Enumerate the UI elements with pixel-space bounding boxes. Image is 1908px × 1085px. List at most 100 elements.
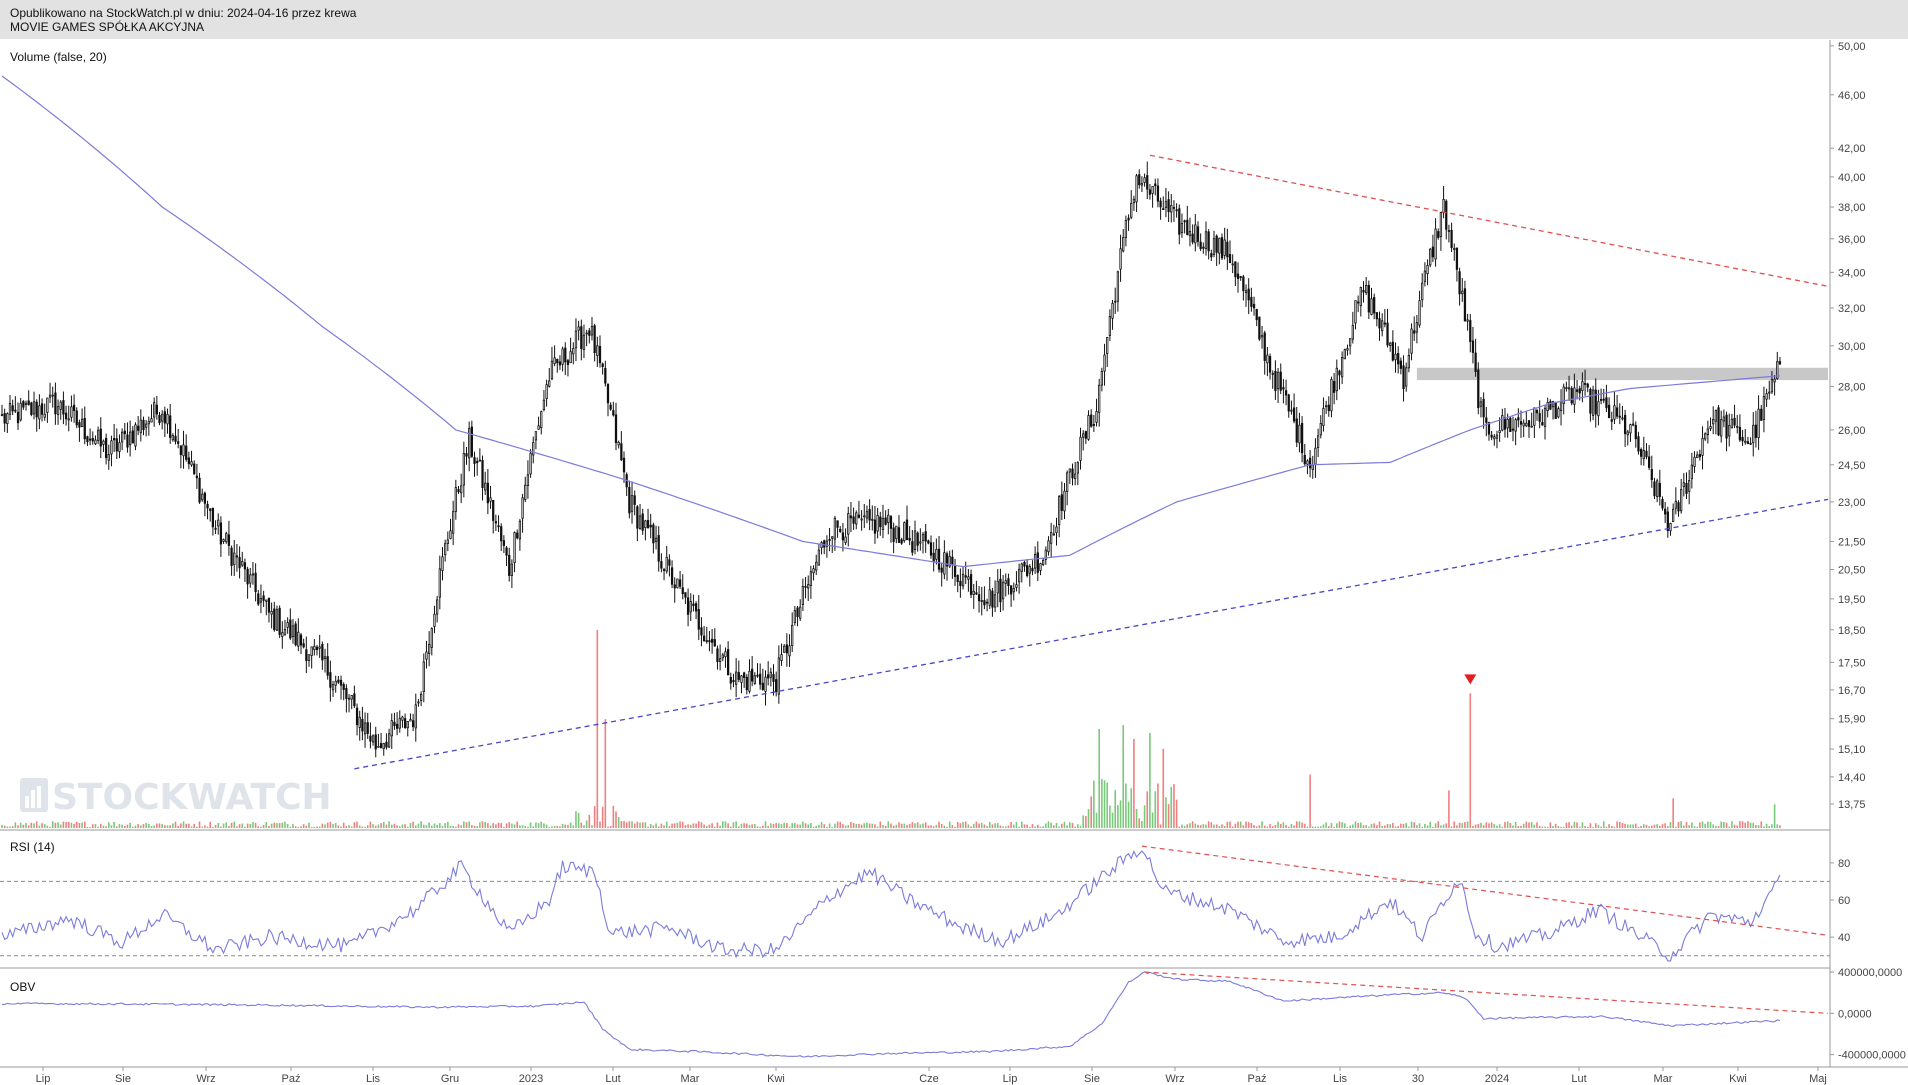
candle [513, 531, 516, 573]
candle-body [769, 671, 772, 678]
volume-bar [914, 823, 916, 828]
candle-body [59, 401, 62, 410]
candle-body [753, 675, 756, 684]
volume-bar [1723, 821, 1725, 828]
candle [14, 396, 17, 414]
volume-bar [1159, 824, 1162, 828]
candle [393, 712, 396, 730]
candle [1477, 362, 1480, 415]
candle [1701, 426, 1704, 470]
candle-body [1199, 241, 1202, 250]
volume-bar [121, 824, 123, 828]
volume-bar [676, 822, 679, 828]
volume-bar [1381, 825, 1383, 828]
candle-body [377, 745, 380, 748]
candle [270, 602, 273, 629]
candle-body [83, 418, 86, 440]
candle [1148, 184, 1152, 200]
candle [40, 398, 44, 422]
volume-bar [1747, 821, 1749, 828]
candle [1036, 541, 1039, 582]
candle-body [1127, 217, 1130, 221]
candle-body [1031, 567, 1034, 572]
volume-bar [380, 823, 382, 828]
candle [470, 420, 473, 458]
candle [937, 535, 941, 573]
candle [1754, 410, 1758, 448]
candle-body [1602, 398, 1605, 401]
candle-body [1565, 387, 1568, 389]
candle-body [1479, 401, 1483, 407]
volume-bar [212, 826, 214, 828]
volume-bar [724, 821, 727, 828]
candle [593, 323, 596, 362]
volume-bar [900, 823, 903, 828]
candle [190, 450, 193, 467]
candle-body [14, 409, 17, 412]
resistance-zone-layer [1416, 367, 1828, 381]
candle-body [112, 438, 116, 441]
candle-body [609, 404, 612, 410]
candle [363, 712, 367, 748]
candle-body [302, 643, 305, 648]
volume-bar [1261, 821, 1263, 828]
candle [628, 480, 631, 519]
candle [342, 682, 345, 701]
time-tick-label: Mar [681, 1073, 700, 1085]
candle-body [905, 519, 909, 541]
volume-bar [1352, 824, 1354, 828]
candle-body [1631, 423, 1635, 426]
candle-body [19, 402, 22, 421]
candle-body [401, 716, 404, 721]
volume-bar [831, 826, 834, 828]
candle-body [1162, 208, 1165, 211]
candle [43, 403, 46, 421]
volume-bar [508, 822, 511, 828]
candle [1693, 451, 1696, 473]
candle [1672, 503, 1675, 522]
volume-bar [705, 825, 708, 828]
candle [1271, 370, 1274, 389]
candle-body [836, 520, 839, 528]
volume-bar [1458, 822, 1461, 828]
volume-bar [1728, 826, 1731, 828]
candle [11, 399, 14, 416]
volume-bar [289, 826, 292, 828]
candle [476, 457, 479, 476]
candle-body [1650, 469, 1653, 481]
candle [905, 505, 909, 541]
candle-body [393, 721, 396, 727]
price-tick-label: 15,10 [1838, 744, 1866, 756]
volume-bar [1023, 824, 1026, 828]
candle [529, 448, 532, 478]
volume-bar [617, 817, 620, 828]
volume-bar [759, 826, 761, 828]
candle-body [1431, 246, 1435, 258]
volume-bar [503, 826, 505, 828]
volume-bar [142, 824, 145, 828]
volume-bar [1405, 823, 1408, 828]
time-tick-label: Gru [441, 1073, 459, 1085]
volume-bar [1397, 826, 1399, 828]
candle-body [395, 723, 399, 729]
time-tick-label: 2024 [1485, 1073, 1509, 1085]
candle-body [56, 406, 60, 415]
volume-bar [842, 824, 844, 828]
candle [1594, 378, 1597, 428]
candle [1541, 409, 1544, 426]
candle-body [1712, 418, 1715, 425]
candle [1095, 398, 1098, 427]
volume-bar [110, 825, 113, 828]
candle-body [718, 658, 722, 662]
candle-body [1084, 431, 1087, 439]
candle-body [185, 445, 188, 460]
candle [694, 601, 698, 620]
candle-body [75, 410, 78, 426]
candle-body [1017, 568, 1021, 583]
volume-bar [780, 824, 783, 828]
candle-body [1060, 494, 1063, 511]
candle-body [1354, 300, 1357, 324]
candle-body [1728, 425, 1731, 437]
candle [1100, 367, 1104, 392]
